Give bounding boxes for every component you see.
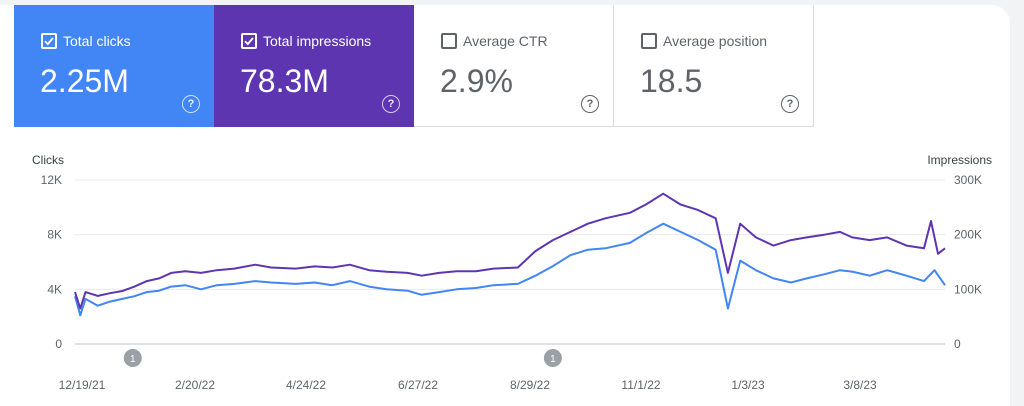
x-axis-tick-label: 3/8/23 (843, 378, 877, 392)
metric-card-average-position[interactable]: Average position 18.5 ? (614, 5, 814, 127)
metric-card-average-ctr[interactable]: Average CTR 2.9% ? (414, 5, 614, 127)
help-icon[interactable]: ? (382, 95, 400, 113)
left-axis-title: Clicks (32, 153, 64, 167)
metric-label: Average CTR (463, 33, 548, 49)
right-axis-tick-label: 0 (954, 337, 961, 351)
checkbox-checked-icon[interactable] (41, 33, 57, 49)
left-axis-ticks: 0 4K 8K 12K (41, 173, 63, 351)
x-axis-tick-label: 4/24/22 (286, 378, 326, 392)
metric-label: Total impressions (263, 33, 372, 49)
metric-label-row: Average CTR (441, 33, 548, 49)
right-axis-tick-label: 200K (954, 228, 982, 242)
right-axis-tick-label: 300K (954, 173, 982, 187)
x-axis-tick-label: 11/1/22 (621, 378, 660, 392)
metric-value: 2.25M (40, 63, 129, 99)
annotation-label: 1 (550, 354, 556, 365)
right-axis-tick-label: 100K (954, 282, 982, 296)
clicks-series-line (74, 222, 946, 317)
annotation-label: 1 (130, 354, 136, 365)
annotation-marker (543, 349, 562, 367)
metric-label: Total clicks (63, 33, 131, 49)
metric-card-total-clicks[interactable]: Total clicks 2.25M ? (14, 5, 214, 127)
right-axis-ticks: 0 100K 200K 300K (954, 173, 982, 351)
left-axis-tick-label: 8K (47, 228, 62, 242)
help-icon[interactable]: ? (182, 95, 200, 113)
x-axis-tick-label: 2/20/22 (175, 378, 215, 392)
checkbox-checked-icon[interactable] (241, 33, 257, 49)
metric-label-row: Average position (641, 33, 767, 49)
performance-chart[interactable]: Clicks Impressions 0 4K 8K 12K 0 100K 200K 300… (0, 145, 1010, 406)
help-icon[interactable]: ? (581, 95, 599, 113)
right-axis-title: Impressions (927, 153, 992, 167)
x-axis-tick-label: 1/3/23 (731, 378, 765, 392)
x-axis-ticks: 12/19/21 2/20/22 4/24/22 6/27/22 8/29/22 11/1… (59, 378, 877, 392)
annotation-marker (123, 349, 142, 367)
metric-value: 78.3M (240, 63, 329, 99)
left-axis-tick-label: 12K (41, 173, 62, 187)
x-axis-tick-label: 6/27/22 (398, 378, 438, 392)
metric-value: 18.5 (640, 63, 703, 99)
x-axis-tick-label: 12/19/21 (59, 378, 106, 392)
metric-value: 2.9% (440, 63, 513, 99)
left-axis-tick-label: 0 (55, 337, 62, 351)
metric-cards: Total clicks 2.25M ? Total impressions 7… (14, 5, 814, 127)
chart-grid (75, 179, 945, 345)
metric-label-row: Total clicks (41, 33, 131, 49)
help-icon[interactable]: ? (781, 95, 799, 113)
checkbox-unchecked-icon[interactable] (441, 33, 457, 49)
x-axis-tick-label: 8/29/22 (510, 378, 550, 392)
checkbox-unchecked-icon[interactable] (641, 33, 657, 49)
impressions-series-line (74, 192, 946, 310)
metric-label-row: Total impressions (241, 33, 371, 49)
chart-lines (74, 192, 946, 317)
metric-card-total-impressions[interactable]: Total impressions 78.3M ? (214, 5, 414, 127)
metric-label: Average position (663, 33, 768, 49)
left-axis-tick-label: 4K (47, 282, 62, 296)
